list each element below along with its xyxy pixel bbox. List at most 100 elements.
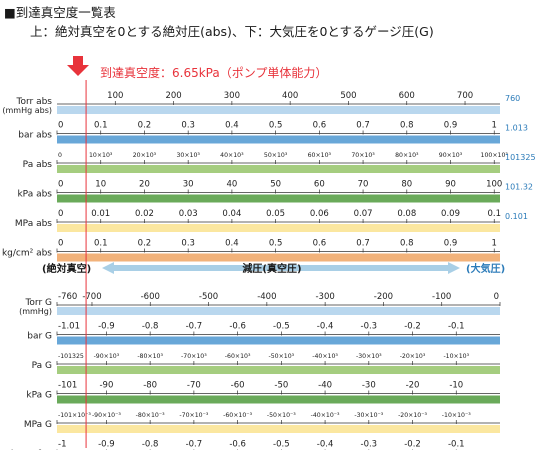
gauge-scale-band: [57, 425, 500, 433]
abs-scale-label: bar abs: [18, 131, 52, 141]
gauge-tick-label: -101325: [58, 353, 84, 360]
gauge-tick-label: -500: [199, 292, 218, 302]
abs-tick-label: 50: [270, 180, 281, 190]
abs-tick-label: 100×10³: [481, 152, 509, 159]
gauge-scale-label: bar G: [27, 332, 52, 342]
abs-tick-label: 100: [107, 91, 123, 101]
gauge-tick-label: -1.01: [58, 322, 80, 332]
abs-tick-label: 0.2: [138, 239, 152, 249]
direction-middle-label: 減圧(真空圧): [242, 262, 301, 275]
gauge-tick-label: -0.2: [404, 440, 421, 450]
gauge-tick-label: -70×10⁻³: [179, 412, 208, 419]
gauge-tick-label: -70×10³: [181, 353, 207, 360]
gauge-tick-label: -90×10⁻³: [92, 412, 121, 419]
abs-tick-label: 0: [58, 180, 63, 190]
abs-tick-label: 70: [358, 180, 369, 190]
abs-tick-label: 0: [58, 152, 62, 159]
abs-tick-label: 0.9: [444, 121, 458, 131]
gauge-tick-label: -0.8: [142, 322, 159, 332]
abs-scale-label: kg/cm² abs: [2, 249, 52, 259]
scale-end-value: 760: [505, 94, 520, 103]
gauge-scale-band: [57, 307, 500, 315]
abs-tick-label: 0: [58, 209, 63, 219]
abs-scale-label: kPa abs: [17, 190, 52, 200]
abs-tick-label: 40×10³: [220, 152, 244, 159]
gauge-tick-label: -50: [274, 381, 288, 391]
abs-tick-label: 50×10³: [264, 152, 288, 159]
gauge-tick-label: -760: [58, 292, 77, 302]
abs-tick-label: 0.06: [310, 209, 329, 219]
abs-tick-label: 0.5: [269, 121, 283, 131]
abs-tick-label: 0.05: [266, 209, 285, 219]
gauge-tick-label: -0.6: [229, 322, 246, 332]
gauge-tick-label: -30×10⁻³: [354, 412, 383, 419]
gauge-scale-label: (mmHg): [19, 307, 52, 316]
gauge-tick-label: -80×10⁻³: [136, 412, 165, 419]
gauge-tick-label: -70: [187, 381, 201, 391]
gauge-tick-label: -0.5: [273, 440, 290, 450]
gauge-tick-label: -1: [58, 440, 66, 450]
gauge-tick-label: 0: [494, 292, 499, 302]
abs-tick-label: 300: [224, 91, 240, 101]
gauge-tick-label: -0.3: [361, 322, 378, 332]
abs-scale-label: Pa abs: [23, 160, 53, 170]
gauge-tick-label: -40×10⁻³: [311, 412, 340, 419]
abs-tick-label: 500: [340, 91, 356, 101]
gauge-tick-label: -0.5: [273, 322, 290, 332]
gauge-tick-label: -0.1: [448, 440, 465, 450]
abs-tick-label: 0.6: [313, 121, 327, 131]
scale-end-value: 0.101: [505, 212, 528, 221]
gauge-tick-label: -20×10⁻³: [398, 412, 427, 419]
abs-tick-label: 0.6: [313, 239, 327, 249]
gauge-tick-label: -50×10⁻³: [267, 412, 296, 419]
abs-tick-label: 0: [58, 239, 63, 249]
abs-tick-label: 0.5: [269, 239, 283, 249]
abs-tick-label: 60: [314, 180, 325, 190]
abs-tick-label: 0.2: [138, 121, 152, 131]
gauge-tick-label: -0.9: [98, 440, 115, 450]
gauge-tick-label: -60×10³: [225, 353, 251, 360]
abs-tick-label: 30: [183, 180, 194, 190]
abs-tick-label: 0.1: [94, 239, 108, 249]
reach-label: 到達真空度：6.65kPa（ポンプ単体能力）: [100, 66, 328, 80]
abs-tick-label: 200: [165, 91, 181, 101]
gauge-tick-label: -10×10³: [443, 353, 469, 360]
abs-tick-label: 0.7: [356, 239, 370, 249]
gauge-tick-label: -100: [432, 292, 451, 302]
gauge-tick-label: -0.9: [98, 322, 115, 332]
gauge-tick-label: -80: [143, 381, 157, 391]
gauge-tick-label: -60: [231, 381, 245, 391]
gauge-tick-label: -600: [141, 292, 160, 302]
gauge-scale-band: [57, 366, 500, 374]
abs-tick-label: 0.02: [135, 209, 154, 219]
abs-tick-label: 100: [486, 180, 502, 190]
gauge-tick-label: -0.4: [317, 322, 334, 332]
gauge-tick-label: -90: [99, 381, 113, 391]
gauge-tick-label: -0.1: [448, 322, 465, 332]
gauge-tick-label: -40: [318, 381, 332, 391]
gauge-tick-label: -50×10³: [269, 353, 295, 360]
gauge-tick-label: -80×10³: [137, 353, 163, 360]
gauge-scale-band: [57, 336, 500, 345]
abs-scale-label: (mmHg abs): [2, 106, 52, 115]
abs-scale-band: [57, 224, 500, 232]
scale-end-value: 101.32: [505, 183, 533, 192]
gauge-tick-label: -30×10³: [356, 353, 382, 360]
abs-tick-label: 0: [58, 121, 63, 131]
gauge-tick-label: -60×10⁻³: [223, 412, 252, 419]
abs-tick-label: 0.9: [444, 239, 458, 249]
scale-end-value: 1.013: [505, 124, 528, 133]
scale-end-value: 101325: [505, 153, 536, 162]
gauge-tick-label: -0.7: [186, 440, 203, 450]
abs-tick-label: 0.3: [181, 239, 195, 249]
gauge-scale-label: kPa G: [26, 391, 52, 401]
gauge-tick-label: -0.2: [404, 322, 421, 332]
abs-tick-label: 40: [226, 180, 237, 190]
gauge-tick-label: -0.3: [361, 440, 378, 450]
abs-tick-label: 20: [139, 180, 150, 190]
abs-tick-label: 90×10³: [439, 152, 463, 159]
gauge-tick-label: -20: [406, 381, 420, 391]
abs-scale-band: [57, 165, 500, 173]
abs-scale-band: [57, 253, 500, 262]
